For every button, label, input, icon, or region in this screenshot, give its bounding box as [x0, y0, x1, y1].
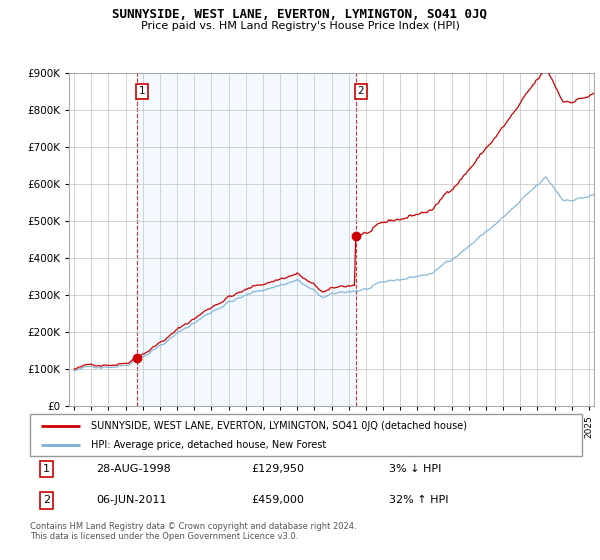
- Text: 2: 2: [358, 86, 364, 96]
- Text: 2: 2: [43, 496, 50, 506]
- Text: £459,000: £459,000: [251, 496, 304, 506]
- Text: 3% ↓ HPI: 3% ↓ HPI: [389, 464, 441, 474]
- Text: 1: 1: [139, 86, 145, 96]
- Text: SUNNYSIDE, WEST LANE, EVERTON, LYMINGTON, SO41 0JQ (detached house): SUNNYSIDE, WEST LANE, EVERTON, LYMINGTON…: [91, 421, 467, 431]
- Text: HPI: Average price, detached house, New Forest: HPI: Average price, detached house, New …: [91, 440, 326, 450]
- Text: Contains HM Land Registry data © Crown copyright and database right 2024.
This d: Contains HM Land Registry data © Crown c…: [30, 522, 356, 542]
- Text: SUNNYSIDE, WEST LANE, EVERTON, LYMINGTON, SO41 0JQ: SUNNYSIDE, WEST LANE, EVERTON, LYMINGTON…: [113, 8, 487, 21]
- Bar: [137, 73, 356, 406]
- Text: 32% ↑ HPI: 32% ↑ HPI: [389, 496, 448, 506]
- Text: Price paid vs. HM Land Registry's House Price Index (HPI): Price paid vs. HM Land Registry's House …: [140, 21, 460, 31]
- Text: £129,950: £129,950: [251, 464, 304, 474]
- FancyBboxPatch shape: [30, 414, 582, 456]
- Text: 28-AUG-1998: 28-AUG-1998: [96, 464, 171, 474]
- Text: 1: 1: [43, 464, 50, 474]
- Text: 06-JUN-2011: 06-JUN-2011: [96, 496, 167, 506]
